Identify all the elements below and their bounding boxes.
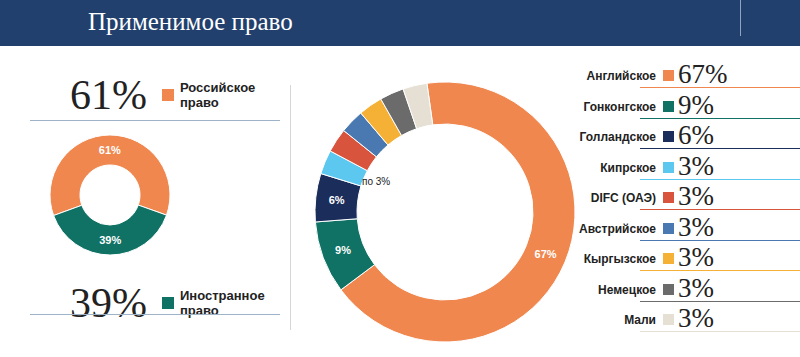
html-text:Гонконгское: Гонконгское: [583, 99, 656, 114]
html-text:Мали: Мали: [624, 313, 656, 327]
html-text:Применимое право: Применимое право: [88, 8, 293, 35]
html-text:3%: 3%: [678, 272, 714, 303]
html-text:3%: 3%: [678, 150, 714, 181]
html-text:3%: 3%: [678, 181, 714, 211]
html-text:61%: 61%: [70, 72, 147, 118]
html-text:39%: 39%: [70, 280, 147, 326]
html-text:Немецкое: Немецкое: [598, 282, 656, 297]
svg-text:6%: 6%: [329, 194, 345, 206]
html-text:3%: 3%: [678, 242, 714, 272]
html-text:67%: 67%: [678, 59, 728, 89]
html-text:Английское: Английское: [586, 69, 656, 83]
html-text:Кипрское: Кипрское: [600, 160, 656, 175]
html-text:Австрийское: Австрийское: [579, 221, 656, 236]
html-text:Российское право: Российское право: [180, 80, 256, 110]
svg-text:9%: 9%: [335, 244, 351, 256]
html-text:Иностранное право: Иностранное право: [180, 288, 265, 318]
html-text:Кыргызское: Кыргызское: [583, 252, 656, 266]
html-text:6%: 6%: [678, 120, 714, 150]
html-text:3%: 3%: [678, 303, 714, 333]
html-text:DIFC (ОАЭ): DIFC (ОАЭ): [590, 191, 656, 205]
svg-text:67%: 67%: [535, 248, 557, 260]
html-text:9%: 9%: [678, 89, 714, 120]
html-text:Голландское: Голландское: [579, 130, 656, 144]
svg-text:39%: 39%: [99, 234, 121, 246]
svg-text:61%: 61%: [99, 144, 121, 156]
html-text:по 3%: по 3%: [362, 176, 391, 187]
html-text:3%: 3%: [678, 211, 714, 242]
